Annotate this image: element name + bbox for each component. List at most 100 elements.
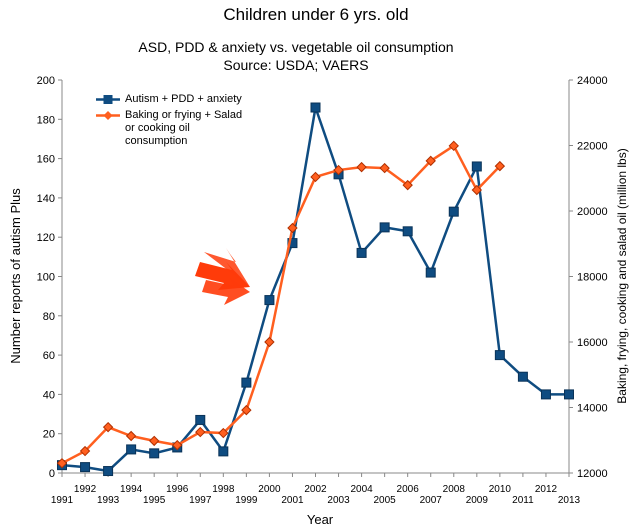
data-point (172, 439, 183, 451)
y-tick-label: 60 (43, 350, 55, 362)
x-tick-label: 1994 (120, 484, 143, 495)
data-point (425, 155, 436, 167)
data-point (448, 206, 459, 217)
y2-tick-label: 24000 (577, 75, 608, 87)
data-point (379, 162, 390, 174)
data-point (80, 462, 91, 473)
data-point (241, 377, 252, 388)
x-tick-label: 1998 (212, 484, 235, 495)
data-point (425, 267, 436, 278)
data-point (264, 336, 275, 348)
x-tick-label: 1992 (74, 484, 97, 495)
chart-title: Children under 6 yrs. old (223, 5, 408, 24)
x-tick-label: 1996 (166, 484, 189, 495)
x-tick-label: 1997 (189, 495, 212, 506)
data-point (195, 414, 206, 425)
legend-item: Autism + PDD + anxiety (95, 93, 255, 106)
data-point (356, 161, 367, 173)
x-tick-label: 2006 (397, 484, 420, 495)
data-point (471, 184, 483, 196)
x-tick-label: 2009 (466, 495, 489, 506)
y2-tick-label: 20000 (577, 206, 608, 218)
data-point (79, 445, 91, 457)
data-point (287, 238, 298, 249)
chart-subtitle: ASD, PDD & anxiety vs. vegetable oil con… (138, 39, 453, 55)
y-tick-label: 100 (37, 272, 55, 284)
y-tick-label: 180 (37, 114, 55, 126)
data-point (540, 389, 551, 400)
data-point (494, 350, 505, 361)
data-point (564, 389, 574, 400)
x-tick-label: 2012 (535, 484, 558, 495)
y2-tick-label: 16000 (577, 337, 608, 349)
series-line (61, 144, 501, 465)
y-tick-label: 40 (43, 389, 55, 401)
data-point (126, 444, 137, 455)
data-point (148, 435, 160, 447)
x-tick-label: 1999 (235, 495, 258, 506)
data-point (379, 222, 390, 233)
chart-subtitle: Source: USDA; VAERS (223, 57, 368, 73)
x-tick-label: 2007 (420, 495, 443, 506)
data-point (56, 457, 68, 469)
x-tick-label: 2011 (512, 495, 534, 506)
y-tick-label: 200 (37, 75, 55, 87)
y-axis-label: Number reports of autism Plus (8, 188, 23, 364)
data-point (218, 427, 229, 439)
data-point (494, 160, 506, 172)
x-tick-label: 1993 (97, 495, 120, 506)
data-point (264, 295, 275, 306)
data-point (471, 161, 482, 172)
data-point (333, 164, 344, 176)
y2-tick-label: 14000 (577, 403, 608, 415)
y-tick-label: 160 (37, 154, 55, 166)
legend-swatch (96, 111, 120, 120)
legend-label: Autism + PDD + anxiety (125, 93, 242, 105)
data-point (195, 426, 206, 438)
legend-swatch (96, 95, 120, 104)
legend-marker (103, 111, 113, 120)
y2-axis-label: Baking, frying, cooking and salad oil (m… (615, 148, 629, 403)
x-tick-label: 1995 (143, 495, 166, 506)
x-tick-label: 2013 (558, 495, 581, 506)
x-tick-label: 2002 (304, 484, 327, 495)
x-tick-label: 1991 (51, 495, 74, 506)
y-tick-label: 20 (43, 429, 55, 441)
x-tick-label: 2010 (489, 484, 512, 495)
data-point (241, 404, 252, 416)
legend-label: Baking or frying + Salad or cooking oil … (125, 109, 243, 147)
x-tick-label: 2000 (258, 484, 281, 495)
x-tick-label: 2003 (327, 495, 350, 506)
x-axis-label: Year (307, 512, 334, 527)
y-tick-label: 140 (37, 193, 55, 205)
y-tick-label: 0 (49, 468, 55, 480)
data-point (517, 371, 528, 382)
x-tick-label: 2008 (443, 484, 466, 495)
data-point (103, 466, 114, 477)
data-point (356, 247, 367, 258)
data-point (402, 226, 413, 237)
data-point (402, 179, 413, 191)
data-point (310, 171, 321, 183)
data-point (448, 140, 459, 152)
x-tick-label: 2004 (350, 484, 373, 495)
y2-tick-label: 18000 (577, 272, 608, 284)
y-tick-label: 80 (43, 311, 55, 323)
data-point (125, 430, 137, 442)
data-point (102, 421, 114, 433)
x-tick-label: 2001 (281, 495, 304, 506)
data-point (149, 448, 160, 459)
legend-item: Baking or frying + Salad or cooking oil … (95, 109, 255, 148)
y2-tick-label: 22000 (577, 141, 608, 153)
x-tick-label: 2005 (374, 495, 397, 506)
y-tick-label: 120 (37, 232, 55, 244)
y2-tick-label: 12000 (577, 468, 608, 480)
data-point (218, 446, 229, 457)
legend-marker (103, 95, 113, 104)
series-line (61, 107, 569, 473)
legend: Autism + PDD + anxiety Baking or frying +… (95, 93, 255, 151)
arrow-decoration (195, 248, 250, 305)
data-point (287, 222, 298, 234)
